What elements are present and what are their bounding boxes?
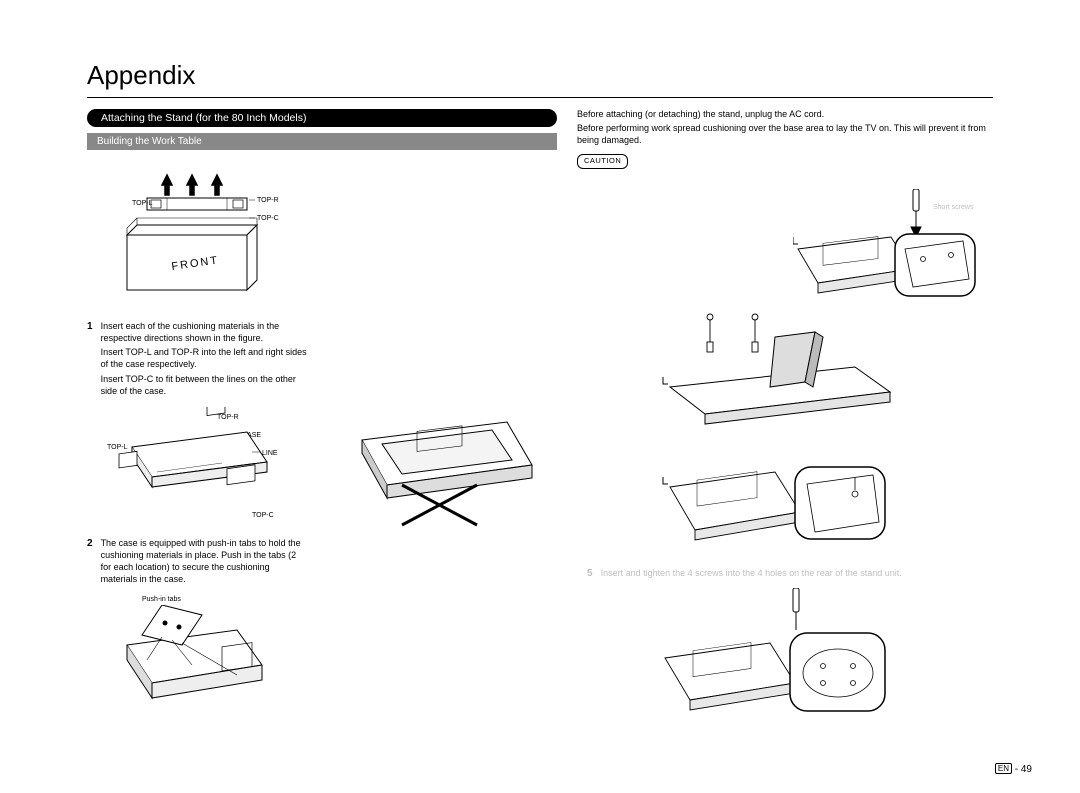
- step-5-text: Insert and tighten the 4 screws into the…: [601, 567, 993, 581]
- page-num-value: 49: [1021, 764, 1032, 775]
- label-push-in-tabs: Push-in tabs: [142, 595, 307, 604]
- step-1-num: 1: [87, 320, 93, 397]
- step-1-sub2: Insert TOP-C to ﬁt between the lines on …: [101, 373, 307, 397]
- label-top-c-2: TOP-C: [252, 512, 274, 519]
- figure-tray: [337, 410, 557, 530]
- warning-1: Before attaching (or detaching) the stan…: [577, 108, 993, 120]
- step-5-num: 5: [587, 567, 593, 581]
- step-5: 5 Insert and tighten the 4 screws into t…: [587, 567, 993, 581]
- subsection-bar: Building the Work Table: [87, 133, 557, 150]
- label-short-screws: Short screws: [933, 204, 974, 211]
- figure-3: Push-in tabs: [87, 595, 307, 714]
- title-rule: [87, 97, 993, 98]
- figure-detail-3: [577, 588, 993, 728]
- page-number: EN - 49: [995, 763, 1032, 775]
- figure-1: TOP-L TOP-R TOP-C: [87, 170, 307, 310]
- figure-2: TOP-R CASE LINE TOP-L TOP-C: [87, 407, 307, 527]
- label-top-r-2: TOP-R: [217, 414, 239, 421]
- label-top-r: TOP-R: [257, 197, 279, 204]
- figure-screws-top: Short screws: [793, 189, 993, 307]
- warning-2: Before performing work spread cushioning…: [577, 122, 993, 146]
- label-top-l-2: TOP-L: [107, 444, 128, 451]
- caution-tag: CAUTION: [577, 154, 628, 168]
- step-2-text: The case is equipped with push-in tabs t…: [101, 537, 307, 586]
- step-2-num: 2: [87, 537, 93, 586]
- label-top-c: TOP-C: [257, 215, 279, 222]
- step-1: 1 Insert each of the cushioning material…: [87, 320, 307, 397]
- figure-stand-legs: [577, 312, 993, 432]
- step-1-sub1: Insert TOP-L and TOP-R into the left and…: [101, 346, 307, 370]
- label-top-l: TOP-L: [132, 200, 153, 207]
- label-line: LINE: [262, 450, 278, 457]
- step-1-text: Insert each of the cushioning materials …: [101, 320, 307, 344]
- step-2: 2 The case is equipped with push-in tabs…: [87, 537, 307, 586]
- figure-detail-2: [577, 442, 993, 557]
- section-bar: Attaching the Stand (for the 80 Inch Mod…: [87, 109, 557, 127]
- page-title: Appendix: [87, 60, 993, 91]
- page-lang: EN: [995, 763, 1012, 774]
